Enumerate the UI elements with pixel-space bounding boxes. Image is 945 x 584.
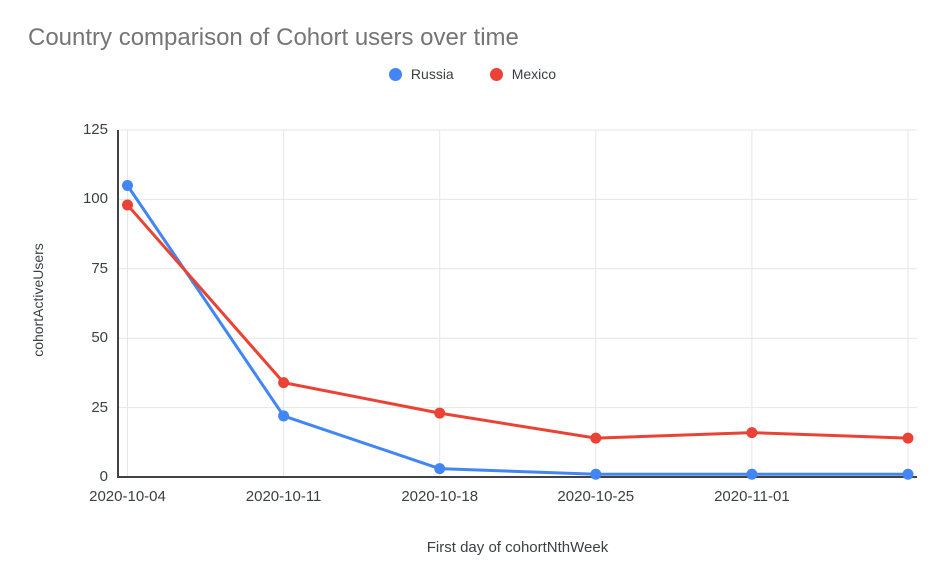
x-tick-label: 2020-10-18 (401, 488, 479, 505)
legend-item-russia: Russia (388, 66, 454, 82)
x-tick-label: 2020-10-11 (245, 488, 322, 505)
x-tick-label: 2020-11-01 (714, 488, 790, 505)
data-point-mexico (590, 432, 602, 444)
y-tick-label: 25 (91, 398, 108, 416)
legend-item-mexico: Mexico (489, 66, 557, 82)
y-tick-label: 0 (99, 468, 108, 485)
x-axis-title: First day of cohortNthWeek (426, 539, 609, 556)
data-point-russia (434, 463, 446, 475)
y-tick-label: 75 (91, 259, 108, 277)
data-point-mexico (902, 432, 914, 444)
legend-dot-mexico (489, 67, 503, 81)
data-point-mexico (746, 427, 758, 439)
y-tick-label: 125 (82, 121, 108, 138)
legend-label: Russia (410, 66, 454, 82)
data-point-mexico (122, 199, 133, 211)
data-point-russia (278, 410, 290, 422)
legend-dot-russia (388, 67, 402, 81)
data-point-russia (122, 180, 133, 192)
x-tick-label: 2020-10-25 (557, 488, 635, 505)
data-point-russia (746, 468, 758, 480)
data-point-mexico (434, 407, 446, 419)
x-tick-label: 2020-10-04 (89, 488, 166, 505)
legend: Russia Mexico (0, 66, 945, 82)
y-tick-label: 100 (82, 190, 108, 208)
series-line-russia (126, 184, 910, 476)
data-point-mexico (278, 377, 290, 389)
data-point-russia (590, 468, 602, 480)
data-point-russia (902, 468, 914, 480)
chart-title: Country comparison of Cohort users over … (28, 24, 519, 51)
series-line-mexico (126, 203, 910, 440)
legend-label: Mexico (511, 66, 557, 82)
y-tick-label: 50 (91, 329, 108, 347)
